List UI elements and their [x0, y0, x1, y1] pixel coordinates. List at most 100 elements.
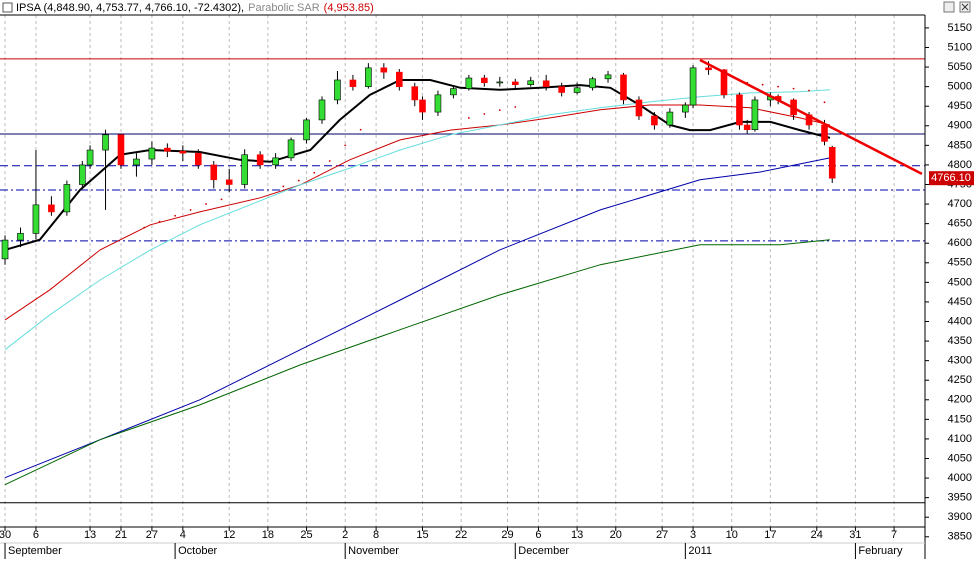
month-label: 2011 [688, 545, 712, 557]
y-tick-label: 5150 [948, 22, 972, 34]
sar-dot [205, 203, 207, 205]
indicator-line [4, 239, 830, 486]
sar-dot [808, 89, 810, 92]
y-tick-label: 4800 [948, 159, 972, 171]
candle-body [318, 99, 326, 121]
candle-body [1, 239, 9, 260]
month-label: September [8, 545, 62, 557]
x-tick-label: 27 [146, 529, 158, 541]
sar-dot [158, 220, 161, 223]
month-label: December [518, 545, 569, 557]
candle-body [194, 152, 202, 166]
x-tick-label: 31 [849, 529, 861, 541]
y-tick-label: 4950 [948, 100, 972, 112]
y-tick-label: 4300 [948, 355, 972, 367]
candle-body [225, 179, 233, 185]
y-tick-label: 4400 [948, 315, 972, 327]
trend-line [699, 58, 923, 176]
x-tick-label: 6 [535, 529, 541, 541]
candle-body [573, 87, 581, 93]
y-tick-label: 4650 [948, 218, 972, 230]
x-tick-label: 13 [84, 529, 96, 541]
last-value-box [929, 171, 974, 186]
x-tick-label: 2 [342, 529, 348, 541]
indicator-line [4, 89, 830, 351]
candle-body [821, 124, 828, 142]
sar-dot [359, 128, 362, 131]
close-icon [961, 3, 969, 11]
candle-body [179, 150, 187, 154]
candle-body [102, 134, 109, 151]
candle-body [705, 67, 712, 71]
candle-body [689, 67, 697, 106]
sar-dot [761, 83, 764, 86]
indicator-line [4, 157, 830, 479]
sar-dot [328, 160, 331, 162]
candle-body [411, 86, 419, 101]
sar-dot [514, 106, 517, 108]
restore-button[interactable] [943, 1, 955, 13]
sar-dot [143, 226, 146, 229]
candle-body [666, 111, 674, 126]
candle-body [450, 88, 457, 96]
candle-body [380, 67, 388, 73]
candle-body [527, 80, 535, 85]
y-tick-label: 5100 [948, 41, 972, 53]
indicator-value: (4,953.85) [324, 2, 374, 14]
axes: 3850 3900 3950 4000 4050 4100 4150 4200 4250 4300… [0, 22, 974, 559]
candle-body [434, 94, 442, 113]
candle-body [620, 74, 627, 101]
candle-body [241, 154, 248, 185]
y-tick-label: 3950 [948, 492, 972, 504]
x-tick-label: 3 [690, 529, 696, 541]
x-tick-label: 21 [115, 529, 127, 541]
sar-dot [777, 85, 780, 88]
candle-body [287, 139, 295, 159]
candle-body [334, 79, 341, 101]
y-tick-label: 3900 [948, 511, 972, 523]
candle-body [48, 204, 55, 213]
sar-dot [174, 214, 177, 217]
candle-body [465, 77, 473, 89]
x-tick-label: 29 [501, 529, 513, 541]
sar-dot [313, 171, 316, 174]
x-tick-label: 13 [571, 529, 583, 541]
candle-body [496, 81, 504, 84]
sar-dot [467, 117, 470, 119]
x-tick-label: 20 [610, 529, 622, 541]
sar-dot [823, 101, 826, 104]
candle-body [272, 157, 279, 166]
x-tick-label: 22 [455, 529, 467, 541]
sar-dot [792, 87, 795, 90]
candle-body [303, 119, 310, 141]
candle-body [419, 99, 426, 113]
y-tick-label: 4250 [948, 374, 972, 386]
last-value-label: 4766.10 [931, 172, 971, 184]
candle-body [751, 99, 759, 130]
candle-body [164, 147, 171, 152]
y-tick-label: 4100 [948, 433, 972, 445]
y-tick-label: 4000 [948, 472, 972, 484]
candle-body [828, 147, 836, 179]
x-tick-label: 25 [300, 529, 312, 541]
candle-body [542, 80, 550, 87]
y-tick-label: 4900 [948, 120, 972, 132]
candle-body [743, 124, 751, 130]
x-tick-label: 30 [0, 529, 11, 541]
candle-body [365, 67, 372, 87]
indicator-line [4, 104, 831, 321]
candle-body [635, 99, 643, 117]
plot-area [0, 58, 925, 504]
x-tick-label: 8 [373, 529, 379, 541]
candle-body [511, 81, 519, 85]
y-tick-label: 4850 [948, 139, 972, 151]
y-tick-label: 4050 [948, 452, 972, 464]
candle-body [720, 69, 728, 96]
x-tick-label: 7 [891, 529, 897, 541]
candle-body [79, 164, 86, 185]
candle-body [133, 158, 140, 166]
y-tick-label: 5050 [948, 61, 972, 73]
chart-title: IPSA (4,848.90, 4,753.77, 4,766.10, -72.… [16, 2, 244, 14]
